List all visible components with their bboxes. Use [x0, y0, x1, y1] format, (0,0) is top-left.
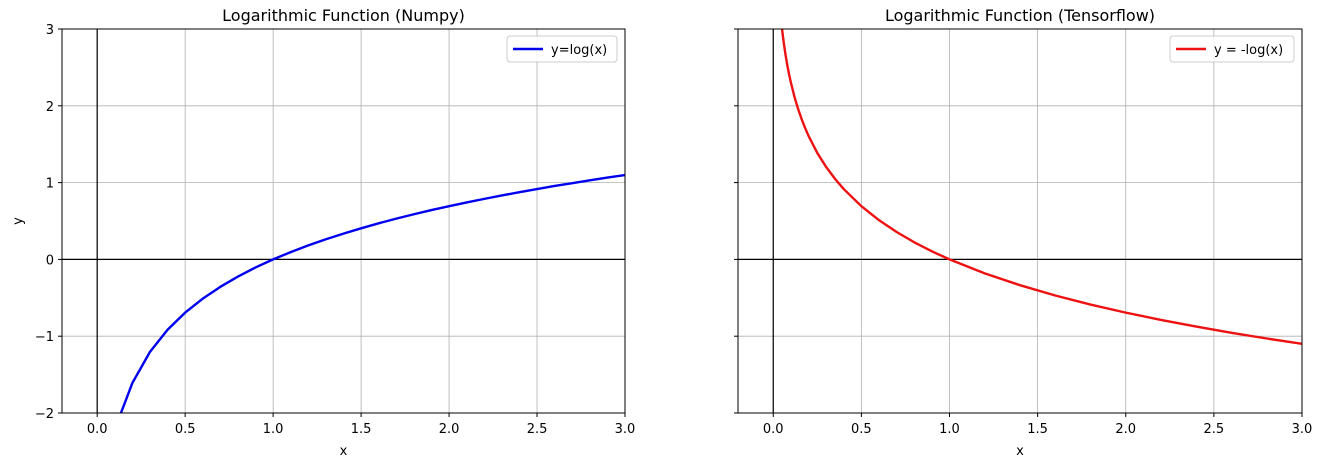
axes-frame — [61, 28, 626, 414]
chart-panel-tensorflow: 0.0 0.5 1.0 1.5 2.0 2.5 3.0 Logarithmic Functio… — [734, 6, 1312, 459]
x-axis-label: x — [1016, 444, 1024, 459]
x-axis-label: x — [340, 444, 348, 459]
x-tick-label: 2.0 — [1115, 422, 1136, 437]
series-line-0 — [119, 173, 625, 413]
y-tick-label: −1 — [35, 330, 54, 345]
x-tick-label: 0.5 — [175, 422, 196, 437]
axes-frame — [737, 28, 1303, 414]
x-tick-label: 2.5 — [1204, 422, 1225, 437]
x-tick-label: 3.0 — [1292, 422, 1313, 437]
y-axis-label: y — [11, 217, 26, 225]
chart-title: Logarithmic Function (Numpy) — [222, 6, 465, 25]
x-tick-label: 0.0 — [87, 422, 108, 437]
x-tick-label: 2.0 — [439, 422, 460, 437]
x-tick-label: 2.5 — [527, 422, 548, 437]
x-tick-label: 3.0 — [615, 422, 636, 437]
legend-label: y=log(x) — [551, 43, 607, 58]
y-tick-label: 3 — [46, 23, 54, 38]
y-tick-label: 2 — [46, 100, 54, 115]
x-tick-label: 1.5 — [1027, 422, 1048, 437]
y-tick-label: 0 — [46, 253, 54, 268]
legend-box — [1169, 35, 1295, 63]
series-line-0 — [780, 29, 1302, 345]
y-tick-label: 1 — [46, 177, 54, 192]
x-tick-label: 1.5 — [351, 422, 372, 437]
y-tick-label: −2 — [35, 407, 54, 422]
x-tick-label: 1.0 — [939, 422, 960, 437]
chart-panel-numpy: 0.0 0.5 1.0 1.5 2.0 2.5 3.0 −2 −1 0 1 2 3 Logarithmic… — [11, 6, 635, 459]
x-tick-label: 0.0 — [763, 422, 784, 437]
x-tick-label: 1.0 — [263, 422, 284, 437]
chart-title: Logarithmic Function (Tensorflow) — [885, 6, 1155, 25]
x-tick-label: 0.5 — [851, 422, 872, 437]
legend-label: y = -log(x) — [1214, 43, 1283, 58]
legend-box — [506, 35, 618, 63]
